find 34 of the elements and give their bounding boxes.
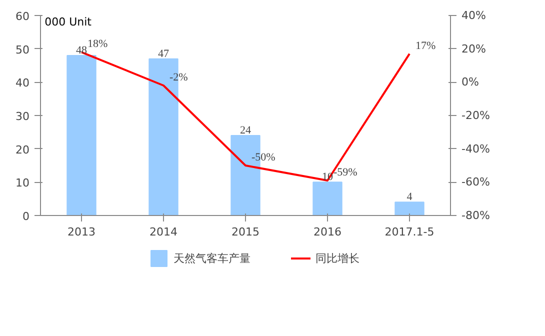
y2-tick-label: -40% (462, 142, 490, 156)
x-tick-label: 2014 (150, 226, 178, 238)
bar (66, 55, 96, 216)
data-label: -2% (170, 72, 188, 84)
x-tick-label: 2017.1-5 (384, 226, 434, 238)
y2-tick-label: 20% (462, 42, 486, 56)
x-tick-label: 2013 (68, 226, 96, 238)
y-tick-label: 60 (16, 10, 30, 23)
y-tick-label: 10 (16, 176, 30, 190)
x-tick-label: 2016 (314, 226, 342, 238)
y2-tick-label: -80% (462, 209, 490, 222)
y2-tick-label: 40% (462, 9, 486, 22)
data-label: 18% (88, 38, 108, 50)
y-tick-label: 0 (22, 210, 30, 223)
data-label: 17% (416, 40, 436, 52)
bar (312, 182, 342, 216)
legend-label: 天然气客车产量 (174, 250, 250, 266)
y2-tick-label: 0% (462, 76, 479, 89)
y2-tick-label: -60% (462, 176, 490, 189)
y2-tick-label: -20% (462, 109, 490, 122)
data-label: 24 (240, 124, 252, 136)
y-tick-label: 30 (16, 110, 30, 123)
data-label: -59% (334, 166, 358, 178)
y-axis-title: 000 Unit (44, 16, 92, 28)
legend-label: 同比增长 (316, 250, 360, 266)
y-tick-label: 20 (16, 143, 30, 156)
y-tick-label: 50 (16, 43, 30, 56)
data-label: 4 (406, 191, 413, 204)
data-label: -50% (252, 152, 276, 164)
x-tick-label: 2015 (232, 226, 260, 238)
y-tick-label: 40 (16, 76, 30, 90)
bar (394, 202, 424, 216)
data-label: 47 (158, 48, 170, 60)
data-label: 48 (76, 44, 88, 56)
